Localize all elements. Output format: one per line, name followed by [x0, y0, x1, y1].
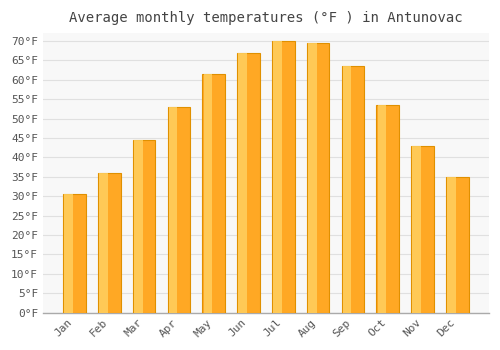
Bar	[98, 173, 120, 313]
Bar	[133, 140, 156, 313]
Bar	[307, 43, 330, 313]
Bar	[378, 105, 386, 313]
Bar	[202, 74, 225, 313]
Bar	[342, 66, 351, 313]
Bar	[237, 52, 260, 313]
Bar	[134, 140, 142, 313]
Bar	[99, 173, 108, 313]
Bar	[376, 105, 399, 313]
Bar	[204, 74, 212, 313]
Bar	[447, 177, 456, 313]
Bar	[64, 194, 73, 313]
Bar	[168, 107, 190, 313]
Bar	[273, 41, 281, 313]
Bar	[446, 177, 468, 313]
Bar	[238, 52, 247, 313]
Bar	[63, 194, 86, 313]
Title: Average monthly temperatures (°F ) in Antunovac: Average monthly temperatures (°F ) in An…	[69, 11, 462, 25]
Bar	[342, 66, 364, 313]
Bar	[412, 146, 421, 313]
Bar	[272, 41, 294, 313]
Bar	[308, 43, 316, 313]
Bar	[169, 107, 177, 313]
Bar	[411, 146, 434, 313]
